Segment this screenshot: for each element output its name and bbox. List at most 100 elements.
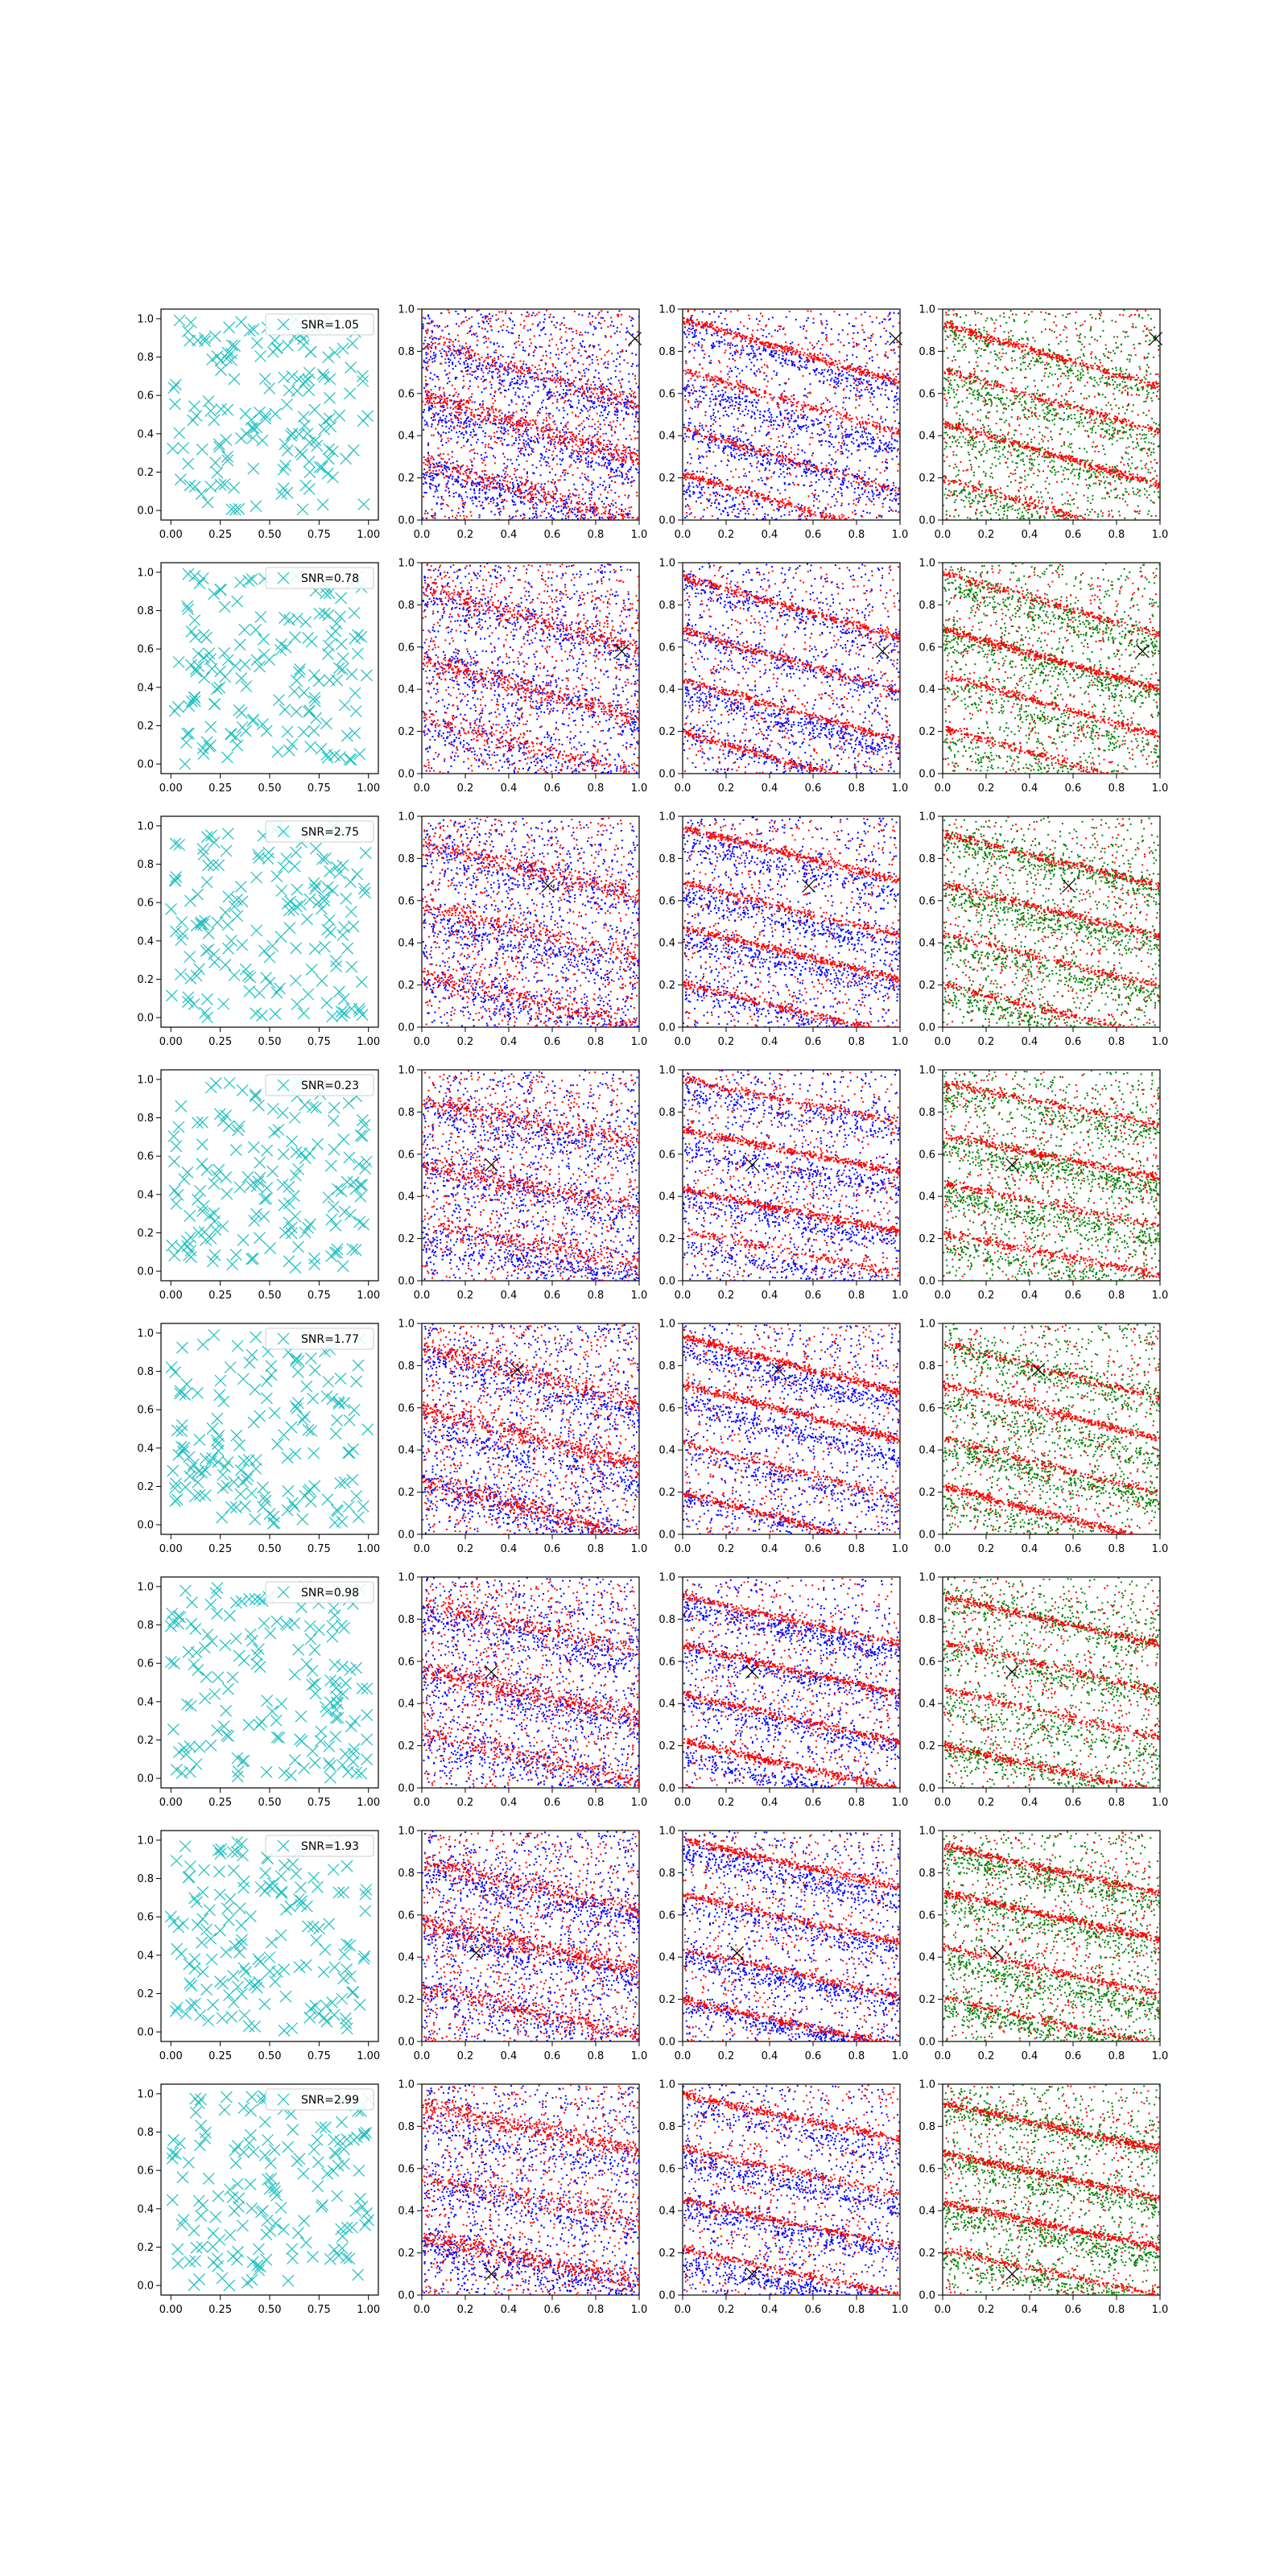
scatter-area [683,1323,902,1536]
green-points [943,2084,1162,2297]
x-tick-label: 0.0 [675,529,691,541]
x-tick-label: 0.2 [718,529,735,541]
y-tick-label: 0.6 [658,1909,675,1922]
red-points [683,1832,902,2043]
y-tick-label: 0.8 [137,352,154,364]
y-tick-label: 0.4 [398,1952,415,1964]
scatter-area [683,309,902,522]
y-tick-label: 0.6 [658,388,675,400]
x-tick-label: 1.0 [631,1797,648,1809]
y-tick-label: 0.6 [398,895,415,907]
y-tick-label: 0.8 [398,346,415,358]
target-marker [1005,1666,1018,1678]
x-tick-label: 0.6 [544,1036,561,1048]
y-tick-label: 0.6 [919,1149,935,1161]
legend: SNR=1.77 [266,1328,374,1349]
x-tick-label: 0.8 [588,2304,605,2316]
y-tick-label: 0.6 [919,2163,935,2175]
panel-scatter-red-green: 0.0 0.2 0.4 0.6 0.8 1.00.00.20.40.60.81.0 [919,1319,1168,1556]
x-tick-label: 0.6 [544,1543,561,1555]
x-tick-label: 0.0 [414,529,431,541]
y-tick-label: 0.4 [919,2206,935,2218]
y-tick-label: 0.6 [398,1909,415,1922]
x-tick-label: 0.8 [1108,1543,1125,1555]
target-marker [470,1946,483,1959]
y-tick-label: 0.6 [398,1149,415,1161]
axes-frame [943,309,1160,520]
panel-scatter-red-blue-b: 0.0 0.2 0.4 0.6 0.8 1.00.00.20.40.60.81.0 [658,1572,908,1810]
x-tick-label: 1.0 [1152,782,1169,795]
x-tick-label: 0.2 [978,782,995,795]
x-tick-label: 0.0 [414,1036,431,1048]
legend: SNR=2.99 [266,2089,374,2110]
x-tick-label: 0.4 [501,2050,518,2062]
panel-scatter-red-blue-a: 0.0 0.2 0.4 0.6 0.8 1.00.00.20.40.60.81.0 [398,2079,647,2317]
x-tick-label: 1.0 [892,1543,909,1555]
x-tick-label: 0.8 [848,1543,865,1555]
x-tick-label: 0.8 [848,782,865,795]
y-tick-label: 0.0 [658,769,675,781]
x-tick-label: 0.4 [1022,1797,1038,1809]
x-tick-label: 0.4 [1022,2050,1038,2062]
x-tick-label: 0.75 [308,1290,331,1302]
y-tick-label: 0.8 [398,2121,415,2133]
x-tick-label: 0.4 [501,529,518,541]
panel-sampled-points: 0.00 0.25 0.50 0.75 1.000.00.20.40.60.81.0 SN… [137,1831,380,2062]
x-tick-label: 0.8 [848,529,865,541]
cyan-x-markers [165,1836,372,2037]
red-points [422,1070,641,1282]
target-marker [485,1666,497,1678]
panel-scatter-red-blue-a: 0.0 0.2 0.4 0.6 0.8 1.00.00.20.40.60.81.0 [398,304,647,542]
x-tick-label: 0.4 [501,2304,518,2316]
y-tick-label: 0.2 [137,1228,154,1240]
x-tick-label: 0.4 [501,1543,518,1555]
x-tick-label: 0.6 [805,529,822,541]
panel-sampled-points: 0.00 0.25 0.50 0.75 1.000.00.20.40.60.81.0 SN… [137,309,380,541]
y-tick-label: 0.8 [919,1614,935,1626]
y-tick-label: 1.0 [137,2088,154,2100]
panel-sampled-points: 0.00 0.25 0.50 0.75 1.000.00.20.40.60.81.0 SN… [137,1070,380,1302]
y-tick-label: 1.0 [919,1065,935,1077]
scatter-area [422,309,641,522]
panel-scatter-red-green: 0.0 0.2 0.4 0.6 0.8 1.00.00.20.40.60.81.0 [919,811,1168,1049]
x-tick-label: 0.0 [414,1797,431,1809]
x-tick-label: 0.75 [308,2304,331,2316]
red-points [422,564,641,775]
y-tick-label: 0.4 [919,1445,935,1457]
x-tick-label: 1.0 [1152,2050,1169,2062]
y-tick-label: 0.6 [137,1912,154,1924]
x-tick-label: 0.8 [1108,1290,1125,1302]
y-tick-label: 0.8 [658,1868,675,1880]
x-tick-label: 0.0 [675,1290,691,1302]
y-tick-label: 1.0 [919,1572,935,1584]
y-tick-label: 0.2 [658,473,675,485]
panel-scatter-red-blue-b: 0.0 0.2 0.4 0.6 0.8 1.00.00.20.40.60.81.0 [658,811,908,1049]
x-tick-label: 0.4 [501,782,518,795]
y-tick-label: 0.2 [658,1487,675,1499]
x-tick-label: 0.4 [762,2050,778,2062]
scatter-area [422,1831,641,2043]
x-tick-label: 0.6 [1065,782,1082,795]
x-tick-label: 0.50 [258,1543,282,1555]
x-tick-label: 0.00 [159,1797,183,1809]
x-tick-label: 0.4 [501,1290,518,1302]
x-tick-label: 0.8 [588,1290,605,1302]
x-tick-label: 0.8 [588,1036,605,1048]
red-points [422,1831,641,2043]
panel-scatter-red-green: 0.0 0.2 0.4 0.6 0.8 1.00.00.20.40.60.81.0 [919,1826,1168,2063]
y-tick-label: 0.0 [919,1530,935,1542]
y-tick-label: 0.2 [137,1988,154,2000]
x-tick-label: 1.0 [892,1036,909,1048]
x-tick-label: 0.8 [588,1797,605,1809]
x-tick-label: 1.0 [631,1543,648,1555]
scatter-area [683,1831,902,2043]
x-tick-label: 0.6 [1065,1543,1082,1555]
legend-label: SNR=2.99 [301,2094,359,2107]
x-tick-label: 0.6 [1065,529,1082,541]
y-tick-label: 0.0 [137,1266,154,1278]
y-tick-label: 0.4 [137,1443,154,1455]
y-tick-label: 1.0 [919,1826,935,1838]
x-tick-label: 1.00 [357,1036,380,1048]
panel-scatter-red-green: 0.0 0.2 0.4 0.6 0.8 1.00.00.20.40.60.81.0 [919,1065,1168,1302]
x-tick-label: 0.00 [159,2050,183,2062]
